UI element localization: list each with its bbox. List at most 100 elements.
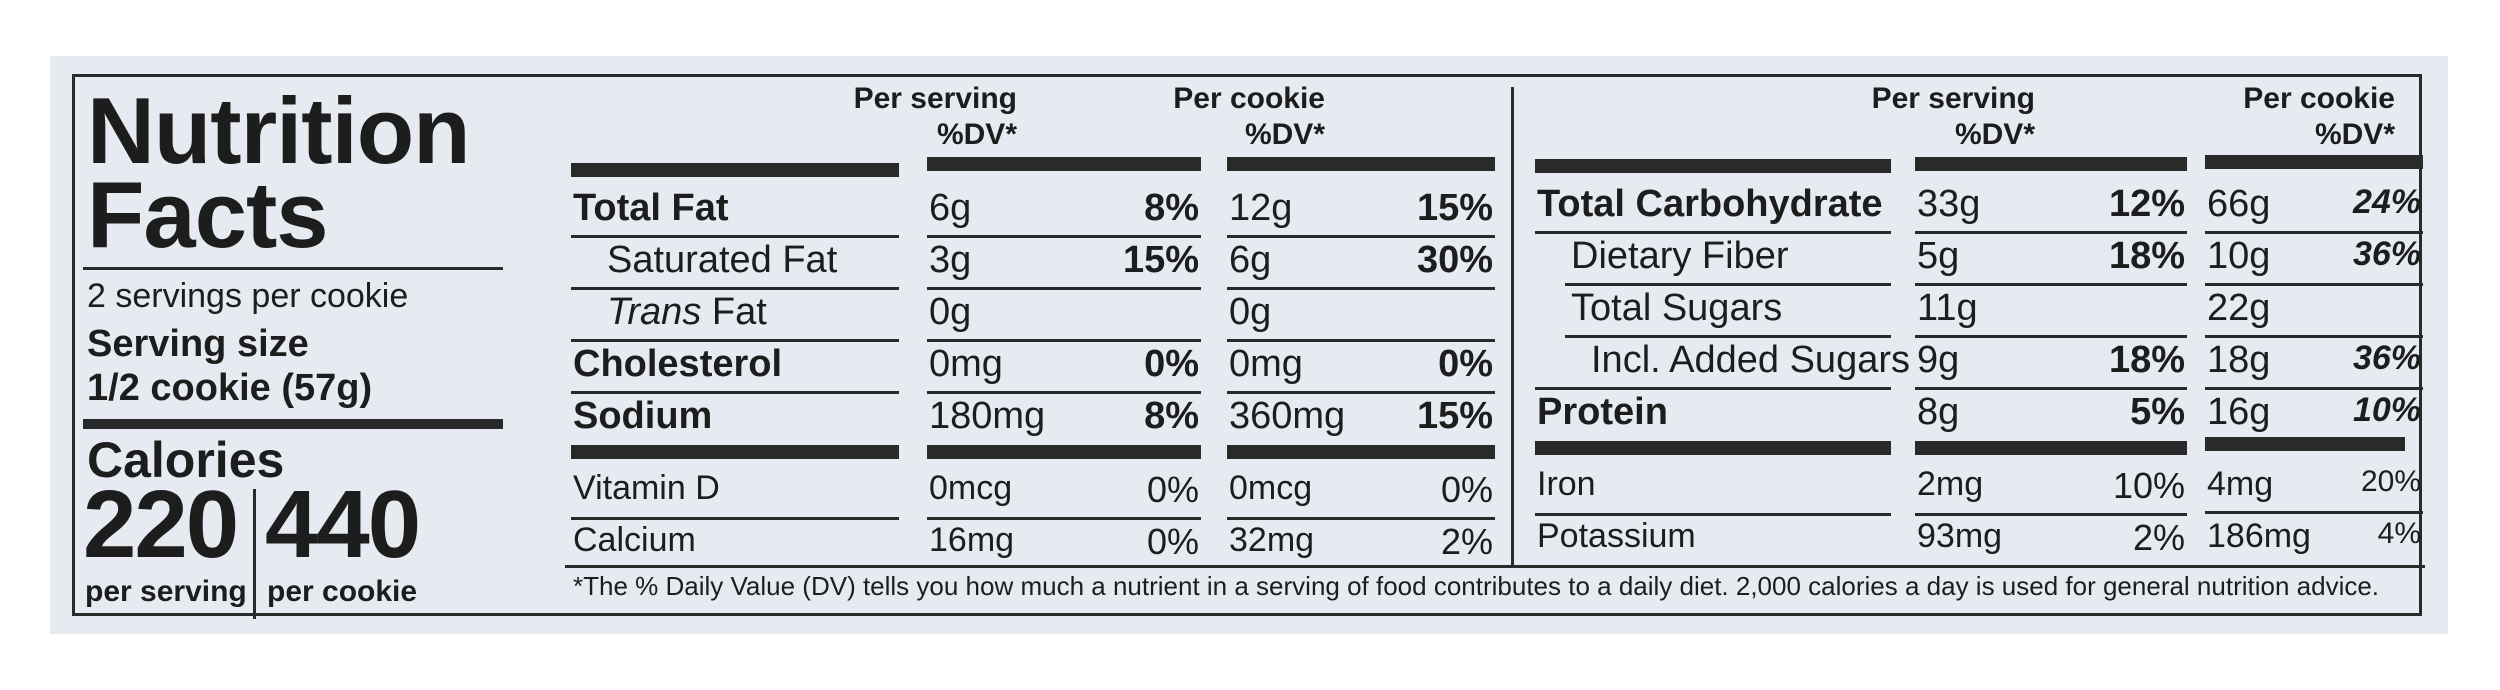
right-thick-bar	[1535, 441, 1891, 455]
left-thick-bar	[571, 445, 899, 459]
cookie-amount: 16g	[2207, 391, 2271, 433]
title-facts: Facts	[87, 162, 329, 267]
serving-amount: 11g	[1917, 287, 1978, 329]
divider	[83, 267, 503, 270]
left-header-serving-dv: %DV*	[936, 118, 1017, 151]
nutrient-name: Sodium	[573, 395, 713, 437]
right-thick-bar	[2205, 155, 2423, 169]
cookie-amount: 32mg	[1229, 521, 1315, 559]
row-divider	[2205, 231, 2423, 234]
right-header-per-cookie: Per cookie	[2243, 82, 2395, 115]
serving-amount: 0mg	[929, 343, 1003, 385]
row-divider	[927, 339, 1201, 342]
nutrient-name: Incl. Added Sugars	[1591, 339, 1910, 381]
divider-thick	[83, 419, 503, 429]
nutrient-name: Trans Fat	[607, 291, 767, 334]
row-divider	[571, 339, 899, 342]
row-divider	[927, 391, 1201, 394]
serving-amount: 93mg	[1917, 517, 2003, 555]
serving-dv: 5%	[2130, 391, 2185, 433]
footnote: *The % Daily Value (DV) tells you how mu…	[573, 571, 2380, 601]
row-divider	[1535, 513, 1891, 516]
cookie-amount: 10g	[2207, 235, 2271, 277]
serving-amount: 0g	[929, 291, 972, 333]
serving-dv: 0%	[1146, 469, 1199, 510]
label-background: Nutrition Facts 2 servings per cookie Se…	[50, 56, 2448, 634]
serving-dv: 0%	[1146, 521, 1199, 562]
fat-label: Fat	[701, 291, 767, 333]
serving-dv: 10%	[2112, 465, 2185, 506]
cookie-dv: 15%	[1416, 187, 1493, 229]
footnote-divider	[565, 565, 2425, 568]
serving-dv: 18%	[2108, 235, 2185, 277]
left-thick-bar	[927, 445, 1201, 459]
cookie-dv: 10%	[2352, 391, 2421, 429]
row-divider	[1227, 517, 1495, 520]
row-divider	[927, 235, 1201, 238]
nutrition-facts-label: Nutrition Facts 2 servings per cookie Se…	[72, 74, 2425, 619]
cookie-dv: 15%	[1416, 395, 1493, 437]
left-header-per-cookie: Per cookie	[1173, 82, 1325, 115]
left-thick-bar	[927, 157, 1201, 171]
right-thick-bar	[1915, 157, 2187, 171]
serving-amount: 6g	[929, 187, 972, 229]
cookie-amount: 4mg	[2207, 465, 2274, 503]
row-divider	[927, 287, 1201, 290]
serving-dv: 8%	[1144, 395, 1199, 437]
cookie-amount: 18g	[2207, 339, 2271, 381]
left-header-per-serving: Per serving	[853, 82, 1017, 115]
cookie-amount: 6g	[1229, 239, 1272, 281]
row-divider	[571, 391, 899, 394]
calories-divider	[253, 489, 256, 619]
vitamin-name: Potassium	[1537, 517, 1696, 555]
serving-amount: 0mcg	[929, 469, 1013, 507]
cookie-dv: 36%	[2352, 339, 2421, 377]
column-divider	[1511, 87, 1514, 565]
nutrient-name: Dietary Fiber	[1571, 235, 1789, 277]
serving-amount: 8g	[1917, 391, 1960, 433]
serving-amount: 9g	[1917, 339, 1960, 381]
calories-per-serving: 220	[83, 471, 239, 578]
serving-size-value: 1/2 cookie (57g)	[87, 367, 373, 409]
nutrient-name: Cholesterol	[573, 343, 783, 385]
row-divider	[1915, 513, 2187, 516]
row-divider	[2205, 511, 2423, 514]
row-divider	[571, 235, 899, 238]
right-thick-bar	[1535, 159, 1891, 173]
title-nutrition: Nutrition	[87, 78, 471, 183]
vitamin-name: Calcium	[573, 521, 696, 559]
cookie-amount: 22g	[2207, 287, 2271, 329]
serving-dv: 12%	[2108, 183, 2185, 225]
left-thick-bar	[571, 163, 899, 177]
serving-amount: 5g	[1917, 235, 1960, 277]
cookie-dv: 24%	[2352, 183, 2421, 221]
row-divider	[2205, 283, 2423, 286]
row-divider	[1535, 387, 1891, 390]
nutrient-name: Saturated Fat	[607, 239, 838, 281]
vitamin-name: Vitamin D	[573, 469, 720, 507]
cookie-amount: 12g	[1229, 187, 1293, 229]
row-divider	[1915, 335, 2187, 338]
left-header-cookie-dv: %DV*	[1244, 118, 1325, 151]
serving-dv: 15%	[1122, 239, 1199, 281]
right-thick-bar	[1915, 441, 2187, 455]
calories-label: Calories	[87, 432, 285, 488]
row-divider	[927, 517, 1201, 520]
right-header-serving-dv: %DV*	[1954, 118, 2035, 151]
serving-amount: 33g	[1917, 183, 1981, 225]
cookie-amount: 0g	[1229, 291, 1272, 333]
serving-amount: 2mg	[1917, 465, 1984, 503]
row-divider	[1915, 283, 2187, 286]
right-header-per-serving: Per serving	[1871, 82, 2035, 115]
row-divider	[1227, 235, 1495, 238]
serving-dv: 18%	[2108, 339, 2185, 381]
left-thick-bar	[1227, 157, 1495, 171]
cookie-amount: 0mcg	[1229, 469, 1313, 507]
row-divider	[1915, 387, 2187, 390]
left-thick-bar	[1227, 445, 1495, 459]
cookie-dv: 0%	[1440, 469, 1493, 510]
nutrient-name: Protein	[1537, 391, 1668, 433]
cookie-dv: 20%	[2360, 465, 2421, 498]
right-header-cookie-dv: %DV*	[2314, 118, 2395, 151]
cookie-dv: 4%	[2377, 517, 2421, 550]
